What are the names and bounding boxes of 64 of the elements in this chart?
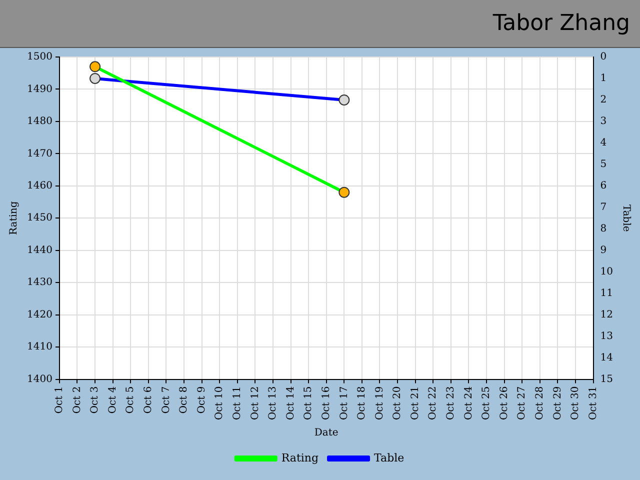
x-tick-label: Oct 4 — [107, 386, 118, 414]
y2-tick-label: 1 — [600, 73, 607, 84]
y2-tick-label: 6 — [600, 180, 607, 192]
x-tick-label: Oct 12 — [250, 386, 261, 420]
x-tick-label: Oct 17 — [338, 386, 350, 420]
y2-tick-label: 15 — [600, 374, 614, 385]
x-tick-label: Oct 15 — [303, 386, 314, 420]
y2-tick-label: 11 — [600, 288, 614, 299]
x-tick-label: Oct 24 — [463, 386, 474, 420]
legend-label: Table — [374, 451, 404, 464]
legend-label: Rating — [281, 451, 319, 464]
x-tick-label: Oct 14 — [285, 386, 296, 420]
y2-tick-label: 13 — [600, 330, 614, 342]
x-tick-label: Oct 9 — [196, 386, 208, 414]
x-tick-label: Oct 28 — [534, 386, 546, 420]
y2-tick-label: 9 — [600, 244, 607, 256]
x-tick-label: Oct 25 — [481, 386, 492, 420]
y-tick-label: 1470 — [26, 148, 52, 160]
x-tick-label: Oct 8 — [178, 386, 190, 414]
y-tick-label: 1500 — [26, 52, 52, 63]
x-tick-label: Oct 1 — [54, 386, 66, 414]
x-tick-label: Oct 10 — [214, 386, 226, 420]
y2-tick-label: 8 — [600, 223, 607, 234]
x-tick-label: Oct 29 — [552, 386, 564, 420]
x-tick-label: Oct 30 — [570, 386, 582, 420]
x-tick-label: Oct 7 — [160, 386, 172, 414]
y2-tick-label: 14 — [600, 352, 614, 364]
x-tick-label: Oct 21 — [410, 386, 421, 420]
y2-tick-label: 4 — [600, 138, 607, 149]
x-tick-label: Oct 18 — [356, 386, 368, 420]
x-tick-label: Oct 26 — [498, 386, 510, 420]
x-tick-label: Oct 3 — [90, 386, 101, 414]
y2-tick-label: 7 — [600, 202, 607, 213]
x-tick-label: Oct 20 — [392, 386, 404, 420]
y-tick-label: 1480 — [26, 116, 52, 128]
y2-tick-label: 2 — [600, 94, 607, 106]
y-axis-title: Rating — [8, 200, 20, 236]
y-tick-label: 1420 — [26, 309, 52, 320]
y2-tick-label: 5 — [600, 159, 607, 170]
x-tick-label: Oct 22 — [428, 386, 439, 420]
y-tick-label: 1490 — [26, 84, 52, 95]
y2-tick-label: 3 — [600, 116, 607, 128]
y-tick-label: 1400 — [26, 374, 52, 385]
y2-tick-label: 0 — [600, 52, 607, 63]
x-tick-label: Oct 23 — [446, 386, 457, 420]
x-tick-label: Oct 5 — [125, 386, 136, 414]
y2-tick-label: 12 — [600, 309, 614, 320]
x-tick-label: Oct 31 — [588, 386, 599, 420]
y2-axis-title: Table — [620, 204, 632, 232]
y-tick-label: 1440 — [26, 244, 52, 256]
x-tick-label: Oct 19 — [374, 386, 386, 420]
y-tick-label: 1450 — [26, 212, 52, 224]
y-tick-label: 1460 — [26, 180, 52, 192]
x-tick-label: Oct 13 — [268, 386, 279, 420]
x-tick-label: Oct 16 — [320, 386, 332, 420]
x-tick-label: Oct 2 — [72, 386, 83, 414]
chart-title: Tabor Zhang — [492, 11, 630, 36]
y-tick-label: 1410 — [26, 342, 52, 353]
x-tick-label: Oct 6 — [143, 386, 154, 414]
y-tick-label: 1430 — [26, 277, 52, 288]
x-tick-label: Oct 11 — [232, 386, 243, 420]
x-axis-title: Date — [314, 428, 338, 439]
x-tick-label: Oct 27 — [516, 386, 528, 420]
y2-tick-label: 10 — [600, 266, 614, 278]
